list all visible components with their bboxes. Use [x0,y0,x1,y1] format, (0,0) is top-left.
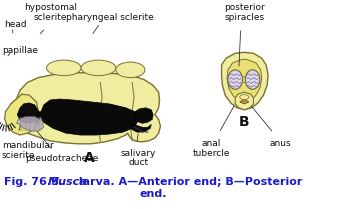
Text: hypostomal
sclerite: hypostomal sclerite [24,4,76,22]
Text: mandibular
scierite: mandibular scierite [2,141,54,160]
Text: Fig. 76.5.: Fig. 76.5. [4,177,66,187]
Polygon shape [5,94,38,135]
Polygon shape [9,73,160,144]
Text: end.: end. [140,189,167,199]
Polygon shape [40,99,139,135]
Polygon shape [240,99,249,104]
Text: posterior
spiracles: posterior spiracles [224,4,265,22]
Polygon shape [17,103,38,123]
Polygon shape [130,123,151,132]
Ellipse shape [245,70,260,89]
Text: anus: anus [270,139,292,148]
Ellipse shape [116,62,145,78]
Polygon shape [135,108,153,123]
Text: anal
tubercle: anal tubercle [193,139,230,158]
Polygon shape [221,52,268,110]
Text: salivary
duct: salivary duct [121,149,156,167]
Text: head: head [5,20,27,29]
Ellipse shape [47,60,81,76]
Ellipse shape [240,95,249,99]
Polygon shape [34,112,41,123]
Text: pseudotracheae: pseudotracheae [25,154,99,163]
Polygon shape [227,59,262,102]
Text: pharyngeal sclerite: pharyngeal sclerite [65,13,153,22]
Ellipse shape [81,60,116,76]
Polygon shape [17,117,44,131]
Ellipse shape [228,70,243,89]
Text: papillae: papillae [2,46,38,55]
Text: larva. A—Anterior end; B—Posterior: larva. A—Anterior end; B—Posterior [75,177,302,187]
Polygon shape [235,92,253,110]
Text: Musca: Musca [48,177,87,187]
Text: B: B [239,115,250,129]
Ellipse shape [242,77,246,83]
Text: A: A [84,151,95,165]
